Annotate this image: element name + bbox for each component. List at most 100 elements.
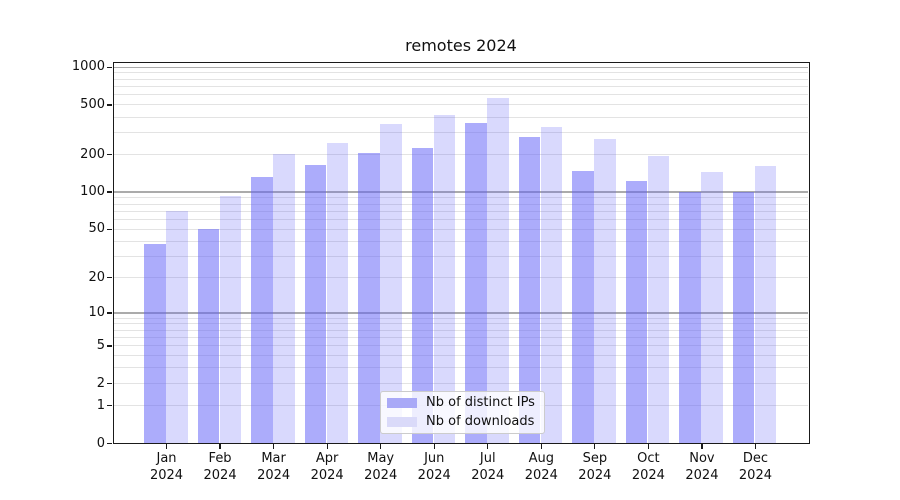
y-tick-mark xyxy=(107,228,112,230)
y-tick-label: 0 xyxy=(96,435,105,451)
minor-gridline xyxy=(114,132,808,134)
y-tick-label: 1 xyxy=(96,397,105,413)
bar-downloads-nov xyxy=(701,172,723,443)
x-tick-mark xyxy=(594,444,596,449)
major-gridline xyxy=(114,191,808,193)
x-tick-label: Sep 2024 xyxy=(578,451,612,483)
x-tick-label: Apr 2024 xyxy=(310,451,344,483)
minor-gridline xyxy=(114,329,808,331)
x-tick-mark xyxy=(647,444,650,449)
bar-ips-jul xyxy=(465,123,487,443)
minor-gridline xyxy=(114,94,808,96)
minor-gridline xyxy=(114,78,808,80)
x-tick-mark xyxy=(540,444,542,449)
bar-ips-aug xyxy=(518,136,541,443)
bar-ips-feb xyxy=(197,229,220,443)
bar-ips-sep xyxy=(572,171,594,443)
bar-downloads-jun xyxy=(433,115,456,443)
bar-downloads-apr xyxy=(326,142,349,443)
bar-downloads-aug xyxy=(540,126,563,443)
y-tick-label: 500 xyxy=(80,96,105,112)
x-tick-mark xyxy=(272,444,275,449)
x-tick-label: Mar 2024 xyxy=(257,451,291,483)
x-tick-label: Jun 2024 xyxy=(417,451,451,483)
minor-gridline xyxy=(114,219,808,221)
x-tick-label: Jul 2024 xyxy=(471,451,505,483)
bar-downloads-mar xyxy=(273,153,295,443)
y-tick-mark xyxy=(107,153,112,156)
y-tick-label: 5 xyxy=(96,337,105,353)
minor-gridline xyxy=(114,323,808,325)
major-gridline xyxy=(114,66,808,68)
legend-swatch-downloads xyxy=(387,416,417,428)
bar-ips-nov xyxy=(679,191,701,443)
bar-downloads-jul xyxy=(487,97,509,443)
minor-gridline xyxy=(114,203,808,205)
minor-gridline xyxy=(114,228,808,230)
y-tick-mark xyxy=(107,191,112,193)
x-tick-mark xyxy=(487,444,489,449)
y-tick-mark xyxy=(107,312,112,314)
bar-downloads-feb xyxy=(219,196,242,443)
x-tick-mark xyxy=(326,444,328,449)
minor-gridline xyxy=(114,255,808,257)
legend-item-downloads: Nb of downloads xyxy=(387,415,544,429)
y-tick-mark xyxy=(107,277,112,279)
legend-label-downloads: Nb of downloads xyxy=(426,414,535,429)
legend-label-distinct-ips: Nb of distinct IPs xyxy=(426,395,535,410)
bar-ips-may xyxy=(358,153,380,443)
bar-downloads-jan xyxy=(166,211,188,443)
minor-gridline xyxy=(114,317,808,319)
y-tick-label: 10 xyxy=(88,304,105,320)
minor-gridline xyxy=(114,277,808,279)
minor-gridline xyxy=(114,210,808,212)
y-tick-mark xyxy=(107,66,112,68)
y-tick-mark xyxy=(107,442,112,445)
x-tick-label: Nov 2024 xyxy=(685,451,719,483)
bar-downloads-sep xyxy=(594,139,616,443)
minor-gridline xyxy=(114,86,808,88)
y-tick-label: 100 xyxy=(80,184,105,200)
minor-gridline xyxy=(114,345,808,347)
y-tick-mark xyxy=(107,104,112,106)
x-tick-mark xyxy=(433,444,435,449)
x-tick-label: Oct 2024 xyxy=(631,451,665,483)
bar-downloads-oct xyxy=(647,156,670,443)
y-tick-mark xyxy=(107,405,112,407)
minor-gridline xyxy=(114,116,808,118)
x-tick-mark xyxy=(701,444,703,449)
legend-swatch-distinct-ips xyxy=(387,397,417,409)
y-tick-label: 2 xyxy=(96,375,105,391)
x-tick-label: May 2024 xyxy=(364,451,398,483)
y-tick-label: 20 xyxy=(88,269,105,285)
major-gridline xyxy=(114,312,808,314)
x-tick-label: Dec 2024 xyxy=(738,451,772,483)
minor-gridline xyxy=(114,383,808,385)
y-tick-label: 200 xyxy=(80,146,105,162)
x-tick-label: Feb 2024 xyxy=(203,451,237,483)
legend-item-distinct-ips: Nb of distinct IPs xyxy=(387,396,544,410)
x-tick-mark xyxy=(754,444,757,449)
bar-ips-dec xyxy=(732,192,755,443)
x-tick-mark xyxy=(165,444,168,449)
y-tick-mark xyxy=(107,383,112,385)
minor-gridline xyxy=(114,337,808,338)
minor-gridline xyxy=(114,355,808,357)
x-tick-mark xyxy=(219,444,221,449)
minor-gridline xyxy=(114,367,808,369)
minor-gridline xyxy=(114,154,808,156)
legend: Nb of distinct IPs Nb of downloads xyxy=(380,391,545,434)
bar-ips-jan xyxy=(144,243,166,443)
bar-downloads-dec xyxy=(754,166,777,443)
minor-gridline xyxy=(114,240,808,242)
bar-ips-oct xyxy=(625,180,648,443)
y-tick-label: 1000 xyxy=(71,59,105,75)
x-tick-label: Aug 2024 xyxy=(524,451,558,483)
minor-gridline xyxy=(114,104,808,106)
y-tick-label: 50 xyxy=(88,221,105,237)
bar-ips-apr xyxy=(304,165,327,443)
bar-downloads-may xyxy=(380,123,402,443)
minor-gridline xyxy=(114,197,808,199)
minor-gridline xyxy=(114,72,808,74)
